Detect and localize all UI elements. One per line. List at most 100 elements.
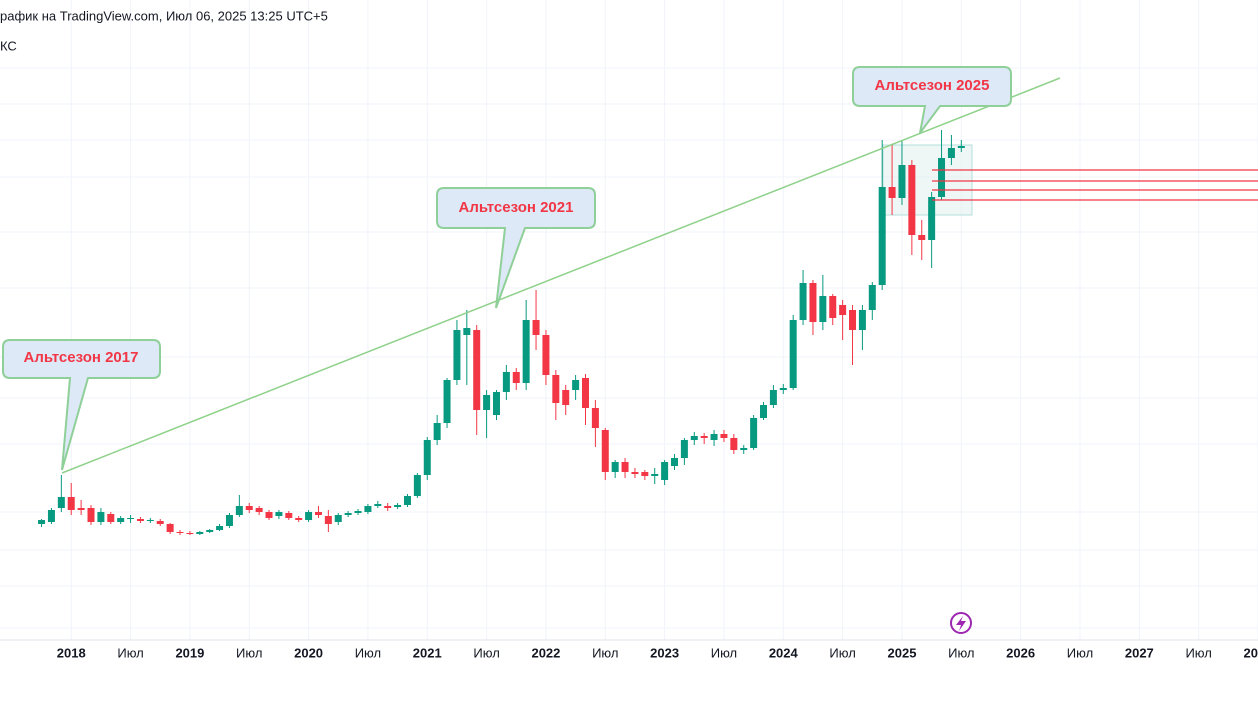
candle-body <box>868 285 876 310</box>
x-tick-label: Июл <box>711 645 737 660</box>
candle-body <box>849 310 857 330</box>
candle-body <box>67 497 75 510</box>
candle-body <box>858 310 866 330</box>
candle-body <box>740 448 748 450</box>
candle-body <box>898 165 906 198</box>
candle-body <box>77 508 85 510</box>
x-tick-label: Июл <box>473 645 499 660</box>
x-tick-label: Июл <box>117 645 143 660</box>
x-tick-label: Июл <box>592 645 618 660</box>
x-tick-label: 2019 <box>175 645 204 660</box>
candle-body <box>710 434 718 440</box>
candle-body <box>196 532 204 534</box>
x-tick-label: Июл <box>236 645 262 660</box>
candle-body <box>275 512 283 516</box>
candle-body <box>334 515 342 522</box>
candle-body <box>176 532 184 533</box>
callout <box>2 339 161 471</box>
candle-body <box>364 506 372 512</box>
candle-body <box>502 372 510 392</box>
candle-body <box>295 518 303 520</box>
candle-body <box>403 496 411 505</box>
candle-body <box>651 474 659 476</box>
x-tick-label: 2025 <box>888 645 917 660</box>
candle-body <box>878 187 886 285</box>
candle-body <box>374 504 382 506</box>
candle-body <box>463 328 471 335</box>
candle-body <box>947 148 955 158</box>
x-tick-label: 2020 <box>294 645 323 660</box>
candle-body <box>206 530 214 532</box>
candle-body <box>720 434 728 438</box>
candle-body <box>730 438 738 450</box>
x-tick-label: Июл <box>355 645 381 660</box>
candle-body <box>789 320 797 388</box>
candle-body <box>661 462 669 480</box>
candle-body <box>671 458 679 466</box>
candle-body <box>542 335 550 375</box>
candle-body <box>512 372 520 383</box>
annotation: Альтсезон 2025 <box>875 77 990 94</box>
candle-body <box>127 518 135 519</box>
candle-body <box>354 511 362 513</box>
candle-body <box>621 462 629 472</box>
x-tick-label: Июл <box>1067 645 1093 660</box>
symbol: КС <box>0 38 17 53</box>
candle-body <box>809 283 817 322</box>
candle-body <box>631 472 639 474</box>
candle-body <box>453 330 461 380</box>
candle-body <box>957 146 965 148</box>
candle-body <box>928 197 936 240</box>
annotation: Альтсезон 2017 <box>24 349 139 366</box>
candle-body <box>265 512 273 518</box>
candle-body <box>680 440 688 458</box>
candle-body <box>186 533 194 534</box>
candle-body <box>156 521 164 524</box>
candle-body <box>591 408 599 428</box>
candle-body <box>47 510 55 522</box>
candle-body <box>888 187 896 198</box>
candle-body <box>225 515 233 526</box>
candle-body <box>136 519 144 521</box>
candle-body <box>107 514 115 522</box>
candle-body <box>38 520 46 524</box>
candle-body <box>324 516 332 524</box>
candle-body <box>690 436 698 440</box>
candle-body <box>522 320 530 383</box>
candle-body <box>117 518 125 522</box>
annotation: Альтсезон 2021 <box>459 199 574 216</box>
range-box <box>882 144 973 216</box>
candle-body <box>641 472 649 476</box>
x-tick-label: 2023 <box>650 645 679 660</box>
x-tick-label: Июл <box>948 645 974 660</box>
candle-body <box>819 296 827 322</box>
x-tick-label: 2026 <box>1006 645 1035 660</box>
candle-body <box>938 158 946 197</box>
candle-body <box>611 462 619 472</box>
x-tick-label: 2027 <box>1125 645 1154 660</box>
candle-body <box>413 475 421 496</box>
x-tick-label: 2018 <box>57 645 86 660</box>
candle-body <box>433 423 441 440</box>
candle-body <box>57 497 65 508</box>
callout <box>436 187 596 309</box>
x-tick-label: Июл <box>829 645 855 660</box>
candle-body <box>492 392 500 415</box>
candle-body <box>779 388 787 390</box>
candle-body <box>829 296 837 318</box>
grid <box>0 0 1258 640</box>
candle-body <box>552 375 560 403</box>
candle-body <box>235 506 243 515</box>
candle-body <box>532 320 540 335</box>
event-icon[interactable] <box>950 612 972 634</box>
candle-body <box>799 283 807 320</box>
candle-body <box>443 380 451 423</box>
trend-line <box>61 77 1061 474</box>
candle-body <box>839 305 847 315</box>
candle-body <box>473 330 481 410</box>
candle-body <box>305 512 313 520</box>
candle-body <box>166 524 174 532</box>
candle-body <box>750 418 758 448</box>
